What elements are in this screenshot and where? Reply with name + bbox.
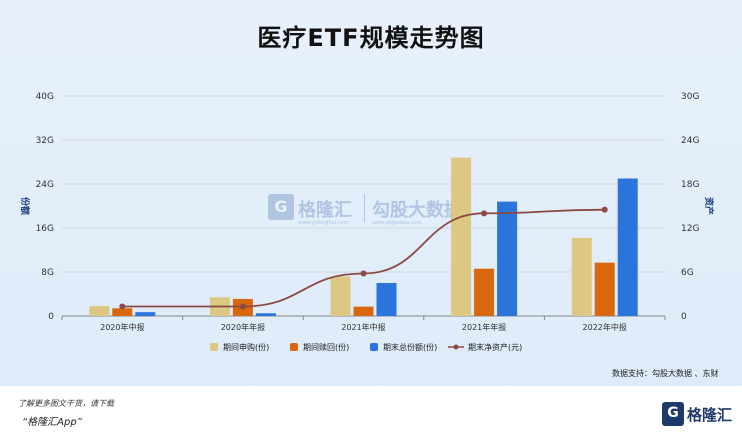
legend-line-marker: [453, 344, 459, 350]
watermark-separator: [364, 194, 365, 222]
bar: [451, 157, 472, 316]
x-tick-label: 2020年中报: [100, 322, 144, 332]
y-right-tick-label: 18G: [681, 180, 699, 190]
x-tick-label: 2021年中报: [341, 322, 385, 332]
watermark-brand-2: 勾股大数据: [372, 200, 462, 221]
promo-line-2: “格隆汇App”: [22, 417, 82, 428]
y-right-tick-label: 12G: [681, 224, 699, 234]
bar: [594, 262, 615, 316]
bar: [135, 312, 156, 316]
y-left-tick-label: 8G: [41, 268, 54, 278]
bar: [376, 283, 397, 316]
x-tick-label: 2021年年报: [462, 322, 506, 332]
bar: [497, 201, 518, 316]
bar: [255, 313, 276, 316]
line-point: [601, 206, 608, 213]
brand-logo-text: 格隆汇: [687, 406, 733, 424]
bar: [571, 237, 592, 316]
brand-logo-icon: [662, 402, 684, 426]
y-left-tick-label: 32G: [36, 136, 54, 146]
watermark: G 格隆汇 勾股大数据 www.gelonghui.com www.goguda…: [268, 190, 484, 230]
legend-label: 期间申购(份): [223, 342, 269, 352]
bar: [112, 308, 133, 316]
y-right-tick-label: 6G: [681, 268, 694, 278]
bar: [330, 276, 351, 316]
chart-title: 医疗ETF规模走势图: [257, 24, 485, 52]
promo-line-1: 了解更多图文干货，请下载: [18, 399, 114, 408]
series-line: [122, 208, 605, 308]
brand-logo: G 格隆汇: [662, 400, 732, 430]
footer: [0, 386, 742, 439]
y-left-tick-label: 16G: [36, 224, 54, 234]
line-point: [481, 210, 488, 217]
y-left-tick-label: 40G: [36, 92, 54, 102]
y-right-tick-label: 30G: [681, 92, 699, 102]
legend-label: 期末净资产(元): [468, 342, 522, 352]
y-left-tick-label: 0: [48, 312, 54, 322]
legend-swatch: [210, 343, 218, 351]
x-tick-label: 2022年中报: [583, 322, 627, 332]
watermark-logo-icon: [268, 194, 294, 220]
bar: [617, 178, 638, 316]
y-right-axis-title: 资产: [703, 197, 715, 215]
bar: [353, 306, 374, 316]
watermark-logo-letter: G: [274, 197, 288, 216]
y-left-tick-label: 24G: [36, 180, 54, 190]
brand-logo-letter: G: [667, 405, 679, 421]
y-right-tick-label: 0: [681, 312, 687, 322]
legend-swatch: [370, 343, 378, 351]
bar: [474, 268, 495, 316]
y-right-tick-label: 24G: [681, 136, 699, 146]
y-left-axis-title: 份额: [19, 197, 31, 215]
legend-swatch: [290, 343, 298, 351]
x-tick-label: 2020年年报: [221, 322, 265, 332]
watermark-sub-1: www.gelonghui.com: [298, 220, 349, 226]
watermark-sub-2: www.gogudata.com: [372, 220, 422, 226]
line-point: [239, 303, 246, 310]
line-point: [360, 270, 367, 277]
legend-label: 期间赎回(份): [303, 342, 349, 352]
line-point: [119, 303, 126, 310]
legend-label: 期末总份额(份): [383, 342, 437, 352]
watermark-brand-1: 格隆汇: [298, 200, 352, 221]
bar: [89, 306, 110, 316]
data-source: 数据支持：勾股大数据 、东财: [612, 369, 719, 378]
